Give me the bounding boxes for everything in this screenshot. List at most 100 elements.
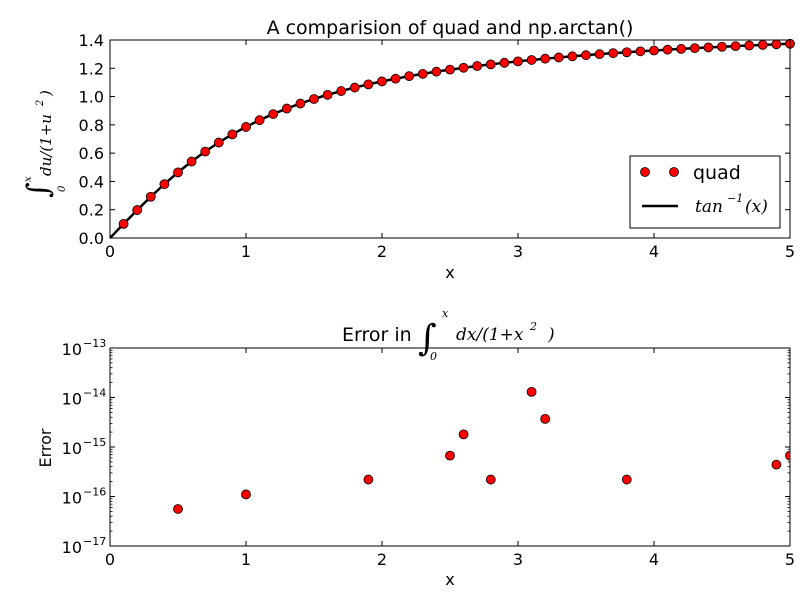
error-point [526,386,537,397]
bottom-title-close: ) [547,325,555,345]
quad-point [159,179,170,190]
quad-point [540,53,551,64]
top-y-tick-label: 0.2 [79,201,104,220]
bottom-x-tick-label: 0 [105,550,115,569]
bottom-axes-frame [109,347,791,547]
quad-point [281,103,292,114]
quad-point [363,79,374,90]
top-ylabel-upper: x [23,176,34,182]
quad-point [132,205,143,215]
legend: quad tan −1 (x) [629,155,781,229]
top-chart-title: A comparision of quad and np.arctan() [267,17,634,39]
bottom-y-tick-base: 10 [62,439,82,458]
quad-point [485,59,496,70]
quad-point [390,73,401,84]
quad-point [771,39,782,50]
error-points [173,386,790,514]
bottom-y-tick-base: 10 [62,538,82,557]
bottom-title-upper: x [442,307,449,320]
bottom-x-tick-label: 4 [649,550,659,569]
quad-point [458,62,469,73]
quad-point [336,86,347,96]
quad-point [118,218,129,229]
quad-point [472,61,483,71]
error-point [173,504,183,514]
quad-point [445,64,455,75]
quad-point [730,41,741,52]
top-y-tick-label: 0.0 [79,229,104,248]
top-x-axis-label: x [445,263,454,282]
quad-point [581,50,591,61]
top-y-tick-label: 0.4 [79,172,104,191]
quad-point [499,57,510,68]
quad-point [309,94,319,104]
quad-point [744,40,755,51]
legend-arctan-base: tan [695,197,723,217]
quad-point [227,129,238,140]
quad-point [553,52,564,63]
top-x-tick-label: 2 [377,242,387,261]
error-point [621,474,632,485]
legend-arctan-arg: (x) [745,197,768,217]
top-ylabel-lower: 0 [57,185,68,192]
quad-point [662,44,673,55]
quad-point [513,56,523,67]
quad-point [621,47,632,58]
quad-point [608,48,619,59]
quad-point [431,66,442,77]
top-y-tick-label: 1.0 [79,88,104,107]
top-y-tick-label: 1.4 [79,31,104,50]
bottom-x-tick-label: 1 [241,550,251,569]
bottom-x-axis-label: x [445,570,454,589]
quad-point [145,191,156,202]
quad-point [404,71,415,82]
bottom-y-tick-exponent: −15 [83,436,106,449]
error-point [363,474,374,485]
quad-point [200,146,211,157]
top-axes-frame [109,39,791,239]
bottom-y-tick-base: 10 [62,340,82,359]
bottom-x-tick-label: 5 [785,550,795,569]
quad-point [649,45,659,56]
bottom-title-integral: ∫ [418,318,437,359]
quad-point [526,55,537,65]
quad-point [268,109,279,119]
top-plot-area: 0 1 2 3 4 5 0.0 0.2 0.4 0.6 0.8 1.0 1.2 1.4 [79,31,796,261]
quad-point [173,167,183,178]
top-x-tick-label: 5 [785,242,795,261]
bottom-y-tick-base: 10 [62,390,82,409]
top-ylabel-exp: 2 [35,100,46,107]
quad-point [635,46,646,57]
quad-point [186,156,197,167]
legend-quad-label: quad [693,162,741,184]
top-ylabel-close: ) [37,90,55,97]
bottom-chart-title: Error in ∫ 0 x dx/(1+x 2 ) [342,307,555,363]
quad-point [213,137,224,148]
top-x-tick-label: 0 [105,242,115,261]
quad-point [717,41,727,52]
top-ylabel-integral: ∫ [21,182,56,198]
quad-point [322,89,333,100]
quad-point [594,49,605,60]
error-point [771,459,782,470]
quad-point [349,82,360,93]
bottom-y-axis-label: Error [36,428,55,467]
bottom-y-tick-exponent: −17 [83,535,106,548]
top-ylabel-integrand: du/(1+u [37,114,55,176]
bottom-y-tick-exponent: −16 [83,486,106,499]
bottom-title-lower: 0 [430,350,437,363]
quad-point [377,76,387,87]
quad-point [757,39,768,50]
legend-quad-marker-1 [640,167,650,177]
bottom-title-exp: 2 [529,320,537,333]
top-x-tick-label: 4 [649,242,659,261]
error-point [241,489,251,500]
top-y-tick-label: 0.6 [79,144,104,163]
quad-point [241,122,251,132]
top-y-tick-label: 1.2 [79,59,104,78]
error-point [540,413,551,424]
bottom-title-integrand: dx/(1+x [456,325,524,345]
quad-point [703,42,714,53]
legend-arctan-exp: −1 [727,192,743,205]
error-point [785,450,790,461]
